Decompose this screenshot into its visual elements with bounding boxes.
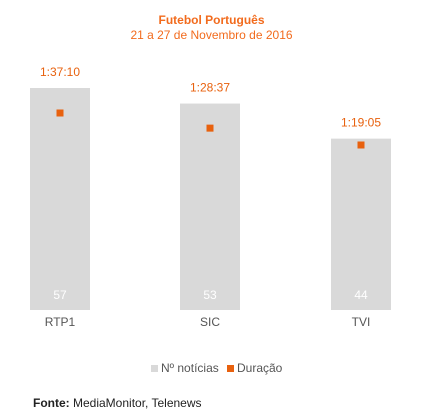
bar-rtp1 xyxy=(30,88,90,310)
legend-swatch-duracao xyxy=(227,365,234,372)
bar-value-labels: 57 53 44 xyxy=(53,288,368,302)
duration-labels: 1:37:10 1:28:37 1:19:05 xyxy=(40,65,381,130)
legend: Nº notícias Duração xyxy=(151,361,283,375)
category-labels: RTP1 SIC TVI xyxy=(45,315,371,329)
bar-sic xyxy=(180,103,240,310)
duration-marker-tvi xyxy=(357,141,365,149)
duration-marker-sic xyxy=(206,124,214,132)
bar-value-label-rtp1: 57 xyxy=(53,288,67,302)
bar-tvi xyxy=(331,138,391,310)
bar-value-label-tvi: 44 xyxy=(354,288,368,302)
duration-markers xyxy=(56,109,365,149)
category-label-rtp1: RTP1 xyxy=(45,315,76,329)
chart-subtitle: 21 a 27 de Novembro de 2016 xyxy=(130,28,292,42)
legend-swatch-noticias xyxy=(151,365,158,372)
category-label-tvi: TVI xyxy=(352,315,371,329)
footer-source: MediaMonitor, Telenews xyxy=(73,396,202,410)
chart-title: Futebol Português xyxy=(159,13,265,27)
footer-label: Fonte: xyxy=(33,396,70,410)
legend-label-duracao: Duração xyxy=(237,361,283,375)
category-label-sic: SIC xyxy=(200,315,220,329)
duration-marker-rtp1 xyxy=(56,109,64,117)
footer: Fonte: MediaMonitor, Telenews xyxy=(33,396,202,410)
duration-label-tvi: 1:19:05 xyxy=(341,116,381,130)
duration-label-sic: 1:28:37 xyxy=(190,81,230,95)
legend-label-noticias: Nº notícias xyxy=(161,361,219,375)
bars-group xyxy=(30,88,391,310)
bar-value-label-sic: 53 xyxy=(203,288,217,302)
duration-label-rtp1: 1:37:10 xyxy=(40,65,80,79)
